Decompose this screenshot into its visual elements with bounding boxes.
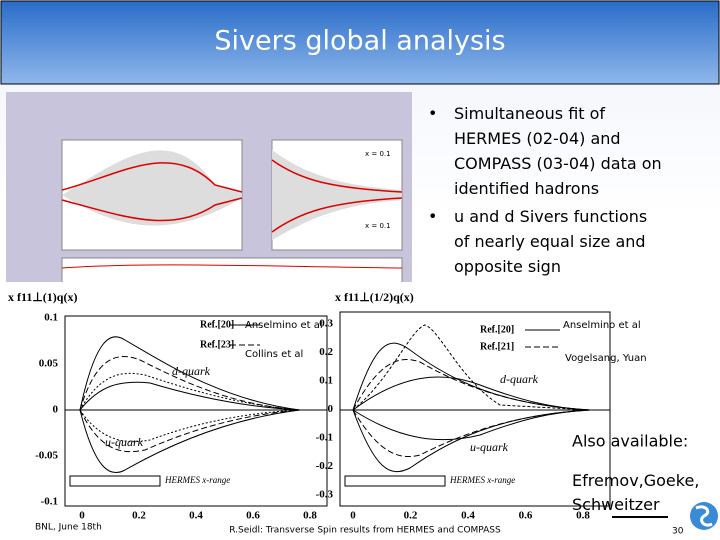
bullet-line: HERMES (02-04) and: [454, 129, 621, 148]
left-curves: [69, 324, 301, 487]
y-label: x f11⊥(1)q(x): [8, 290, 77, 304]
logo-swirl: [695, 505, 713, 527]
right-curves: [344, 324, 591, 487]
bullets: • Simultaneous fit of HERMES (02-04) and CO…: [428, 104, 662, 276]
x-tick-label: 0.2: [404, 510, 418, 522]
bullet-line: identified hadrons: [454, 179, 599, 198]
top-label: x = 0.1: [365, 222, 391, 230]
bullet-line: opposite sign: [454, 257, 561, 276]
x-tick-label: 0: [79, 510, 85, 522]
curve-label: u-quark: [470, 440, 509, 454]
y-tick-label: 0.05: [39, 358, 59, 370]
legend-entry: Ref.[23]: [200, 339, 234, 350]
x-tick-label: 0.6: [519, 510, 533, 522]
right-plot: [330, 282, 612, 510]
legend-entry: Ref.[20]: [200, 319, 234, 330]
x-tick-label: 0.6: [246, 510, 260, 522]
also-available: Also available:: [572, 432, 688, 451]
y-tick-label: -0.05: [35, 450, 58, 462]
bullet-line: of nearly equal size and: [454, 232, 646, 251]
name-line: Efremov,Goeke,: [572, 471, 699, 490]
overlay-label: Collins et al: [245, 349, 303, 360]
y-tick-label: 0.3: [319, 318, 333, 330]
bullet-text: Simultaneous fit of HERMES (02-04) and COM…: [454, 104, 662, 198]
y-tick-label: -0.1: [316, 432, 333, 444]
legend-entry: Ref.[21]: [480, 341, 514, 352]
y-tick-label: 0.2: [319, 346, 333, 358]
y-label: x f11⊥(1/2)q(x): [335, 290, 414, 304]
curve-label: u-quark: [105, 435, 144, 449]
y-tick-label: -0.1: [41, 496, 58, 508]
title-bar: [0, 0, 720, 85]
footer-center: R.Seidl: Transverse Spin results from HE…: [229, 526, 501, 536]
bullet-line: u and d Sivers functions: [454, 207, 647, 226]
plot-frame: [339, 311, 611, 507]
y-tick-label: -0.2: [316, 460, 334, 472]
also-names: Efremov,Goeke, Schweitzer: [572, 471, 699, 514]
overlay-label: Vogelsang, Yuan: [565, 353, 647, 364]
title: Sivers global analysis: [214, 26, 505, 57]
x-tick-label: 0.8: [303, 510, 317, 522]
x-tick-label: 0.4: [461, 510, 475, 522]
footer-left: BNL, June 18th: [35, 523, 102, 533]
x-tick-label: 0.8: [576, 510, 590, 522]
x-tick-label: 0.2: [132, 510, 146, 522]
page-number: 30: [672, 527, 684, 537]
range-label: HERMES x-range: [449, 475, 515, 485]
y-tick-label: 0.1: [44, 312, 58, 324]
also-names-text: Efremov,Goeke, Schweitzer: [572, 471, 699, 514]
y-tick-label: 0: [53, 404, 59, 416]
plot-frame: [64, 315, 328, 507]
left-plot: [0, 282, 330, 536]
y-tick-label: 0: [328, 403, 334, 415]
top-label: x = 0.1: [365, 150, 391, 158]
x-tick-label: 0: [350, 510, 356, 522]
top-panels: [61, 139, 403, 291]
bullet-line: COMPASS (03-04) data on: [454, 154, 662, 173]
overlay-label: Anselmino et al: [563, 320, 641, 331]
curve-label: d-quark: [172, 364, 211, 378]
name-line: Schweitzer: [572, 495, 660, 514]
bullet-dot: •: [428, 207, 437, 226]
bullet-line: Simultaneous fit of: [454, 104, 605, 123]
legend-entry: Ref.[20]: [480, 324, 514, 335]
x-tick-label: 0.4: [189, 510, 203, 522]
range-label: HERMES x-range: [164, 475, 230, 485]
bullet-text: u and d Sivers functions of nearly equal …: [454, 207, 647, 276]
y-tick-label: -0.3: [316, 489, 334, 501]
y-tick-label: 0.1: [319, 375, 333, 387]
curve-label: d-quark: [500, 372, 539, 386]
overlay-label: Anselmino et al: [245, 320, 323, 331]
bullet-dot: •: [428, 104, 437, 123]
